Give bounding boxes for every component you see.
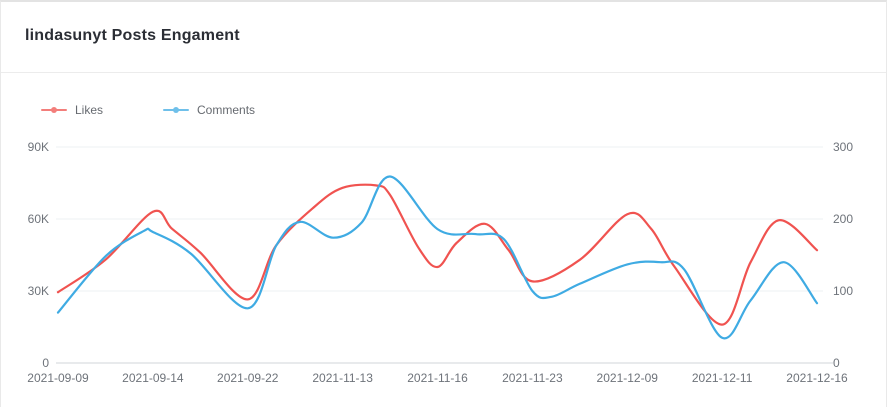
card-header: lindasunyt Posts Engament	[1, 2, 886, 73]
legend-item-likes[interactable]: Likes	[41, 103, 103, 117]
x-axis-tick-label: 2021-12-16	[786, 371, 848, 385]
x-axis-tick-label: 2021-11-13	[312, 371, 373, 385]
y-axis-right-label: 300	[833, 140, 854, 154]
y-axis-left-label: 60K	[27, 212, 49, 226]
legend: Likes Comments	[41, 103, 315, 117]
line-series-icon	[41, 107, 67, 113]
chart-title: lindasunyt Posts Engament	[25, 27, 240, 44]
x-axis-tick-label: 2021-12-09	[596, 371, 658, 385]
line-series-icon	[163, 107, 190, 113]
x-axis-tick-label: 2021-09-22	[217, 371, 279, 385]
legend-label-likes: Likes	[75, 103, 104, 117]
x-axis-tick-label: 2021-11-16	[407, 371, 468, 385]
x-axis-tick-label: 2021-11-23	[502, 371, 563, 385]
x-axis-tick-label: 2021-09-14	[122, 371, 184, 385]
y-axis-right-label: 100	[833, 284, 854, 298]
y-axis-left-label: 90K	[27, 140, 49, 154]
y-axis-right-label: 0	[833, 356, 840, 370]
legend-item-comments[interactable]: Comments	[163, 103, 255, 117]
x-axis-tick-label: 2021-12-11	[691, 371, 753, 385]
x-axis-tick-label: 2021-09-09	[27, 371, 89, 385]
legend-label-comments: Comments	[197, 103, 256, 117]
dot-icon	[173, 107, 180, 113]
dot-icon	[51, 107, 57, 113]
y-axis-left-label: 30K	[27, 284, 49, 298]
y-axis-right-label: 200	[833, 212, 854, 226]
y-axis-left-label: 0	[42, 356, 49, 370]
